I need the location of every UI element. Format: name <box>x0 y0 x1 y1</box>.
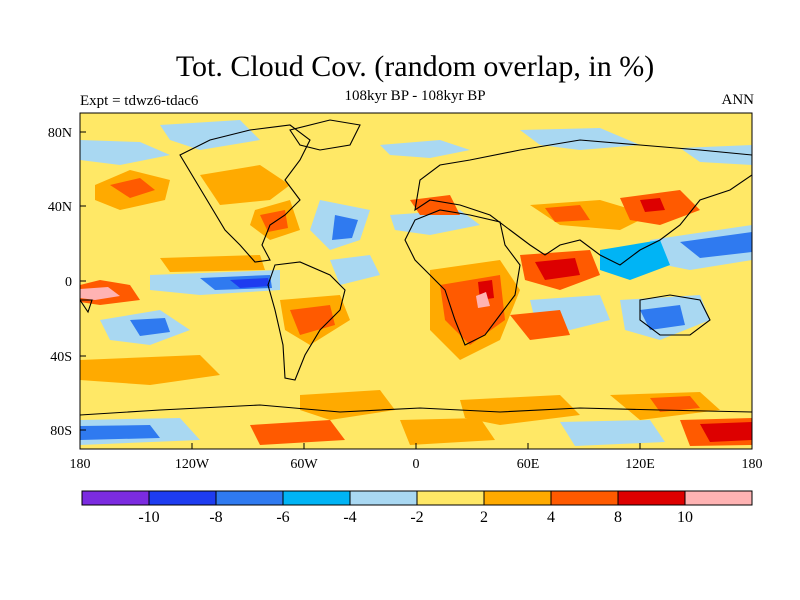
x-tick-label: 120E <box>625 457 655 472</box>
x-axis-labels: 180 120W 60W 0 60E 120E 180 <box>70 457 763 472</box>
x-tick-label: 60W <box>290 457 318 472</box>
colorbar-label: -8 <box>209 509 222 526</box>
coastlines <box>80 119 752 416</box>
colorbar-label: 2 <box>480 509 488 526</box>
colorbar-label: 10 <box>677 509 693 526</box>
x-tick-label: 60E <box>517 457 540 472</box>
x-tick-label: 180 <box>742 457 763 472</box>
colorbar-label: -10 <box>138 509 159 526</box>
colorbar <box>81 490 753 506</box>
colorbar-swatch <box>349 490 418 506</box>
colorbar-labels: -10 -8 -6 -4 -2 2 4 8 10 <box>138 509 693 526</box>
y-tick-label: 40S <box>50 350 72 365</box>
x-tick-label: 180 <box>70 457 91 472</box>
colorbar-label: -6 <box>276 509 289 526</box>
colorbar-swatch <box>483 490 552 506</box>
season-label: ANN <box>721 92 755 108</box>
axis-ticks <box>79 131 753 449</box>
colorbar-swatch <box>215 490 284 506</box>
colorbar-label: 8 <box>614 509 622 526</box>
colorbar-label: -2 <box>410 509 423 526</box>
colorbar-swatch <box>550 490 619 506</box>
y-tick-label: 40N <box>48 200 72 215</box>
colorbar-swatch <box>684 490 753 506</box>
y-tick-label: 80S <box>50 424 72 439</box>
colorbar-swatch <box>617 490 686 506</box>
map-subtitle: 108kyr BP - 108kyr BP <box>344 88 486 104</box>
cloud-anomaly-field <box>80 113 752 449</box>
colorbar-swatch <box>282 490 351 506</box>
x-tick-label: 0 <box>413 457 420 472</box>
colorbar-swatch <box>81 490 150 506</box>
y-tick-label: 80N <box>48 126 72 141</box>
colorbar-label: 4 <box>547 509 555 526</box>
x-tick-label: 120W <box>175 457 210 472</box>
colorbar-swatch <box>148 490 217 506</box>
colorbar-swatch <box>416 490 485 506</box>
colorbar-label: -4 <box>343 509 356 526</box>
y-axis-labels: 80N 40N 0 40S 80S <box>48 126 72 439</box>
y-tick-label: 0 <box>65 275 72 290</box>
experiment-label: Expt = tdwz6-tdac6 <box>80 93 199 109</box>
map-title: Tot. Cloud Cov. (random overlap, in %) <box>175 50 655 83</box>
